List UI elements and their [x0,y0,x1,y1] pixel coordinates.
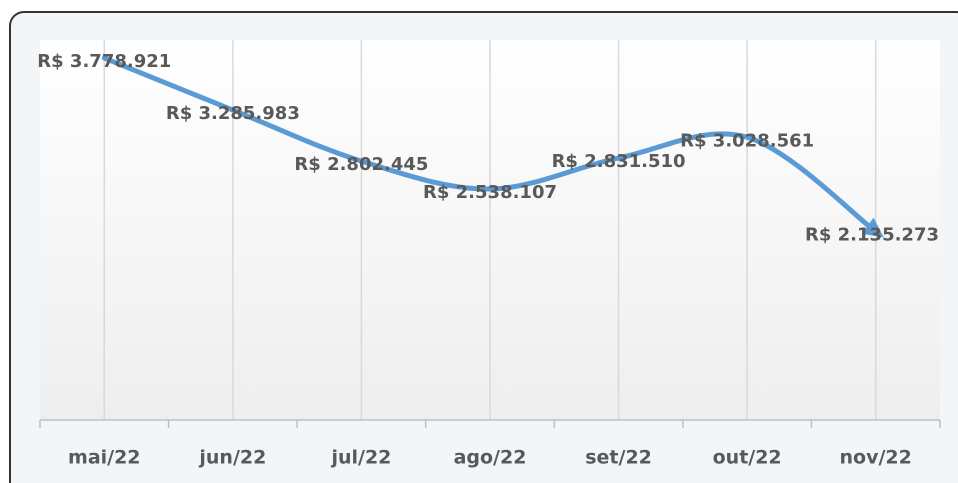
x-tick-label: mai/22 [68,447,141,469]
x-tick-label: jul/22 [330,447,391,469]
x-tick-label: ago/22 [454,447,527,469]
data-label: R$ 3.778.921 [37,51,171,72]
data-label: R$ 2.802.445 [294,154,428,175]
x-tick-label: out/22 [713,447,782,469]
data-label: R$ 2.831.510 [552,151,686,172]
line [101,55,884,238]
data-label: R$ 3.028.561 [680,130,814,151]
x-tick-label: jun/22 [198,447,266,469]
x-tick-label: nov/22 [840,447,912,469]
data-label: R$ 3.285.983 [166,103,300,124]
x-tick-label: set/22 [585,447,652,469]
data-label: R$ 2.538.107 [423,182,557,203]
data-label: R$ 2.135.273 [805,225,939,246]
